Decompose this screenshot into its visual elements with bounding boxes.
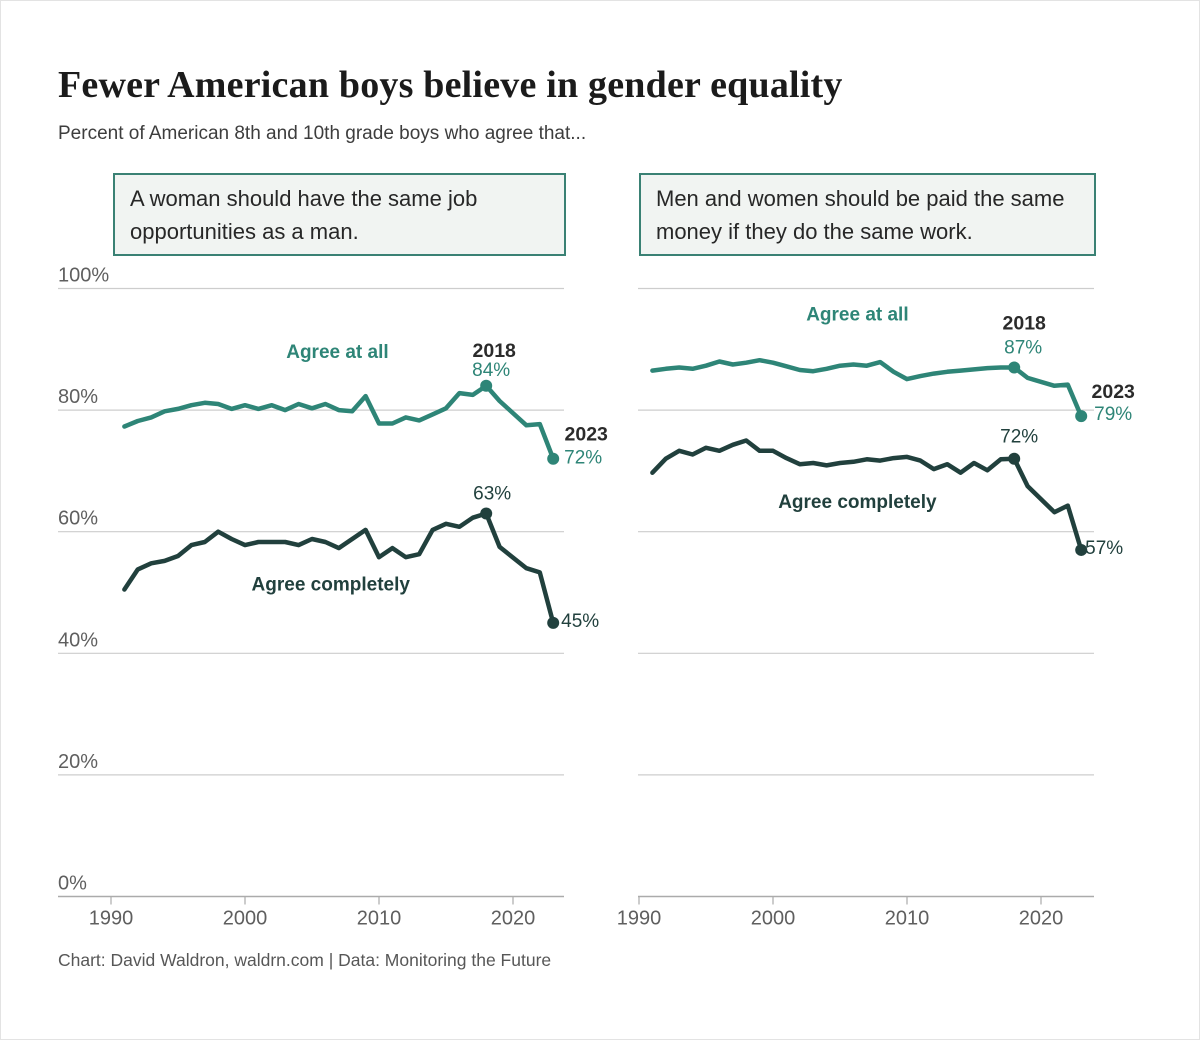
annotation-value-label: 84%: [472, 360, 510, 381]
annotation-value-label: 72%: [564, 448, 602, 469]
x-tick-label: 2000: [223, 908, 268, 930]
series-line-agree-completely: [650, 438, 1084, 553]
annotation-year-label: 2023: [565, 424, 609, 446]
annotation-year-label: 2023: [1092, 381, 1136, 403]
page-subtitle: Percent of American 8th and 10th grade b…: [58, 123, 587, 144]
annotation-year-label: 2018: [1003, 313, 1047, 335]
x-tick-label: 2010: [357, 908, 402, 930]
x-tick-label: 2020: [1019, 908, 1064, 930]
annotation-value-label: 57%: [1085, 538, 1123, 559]
series-label-agree-completely: Agree completely: [252, 575, 411, 596]
line-chart-job-opportunities: 0% 20% 40% 60% 80% 100% 1990 2000 2010 2020 Agree …: [58, 265, 609, 930]
y-tick-label: 20%: [58, 751, 98, 773]
y-tick-label: 40%: [58, 629, 98, 651]
x-tick-label: 1990: [617, 908, 662, 930]
data-point-marker: [1075, 410, 1088, 423]
line-chart-equal-pay: 1990 2000 2010 2020 Agree at all Agree comple…: [617, 287, 1136, 930]
annotation-value-label: 63%: [473, 483, 511, 504]
page-title: Fewer American boys believe in gender eq…: [58, 64, 843, 106]
statement-box-job-opportunities: A woman should have the same job opportu…: [113, 173, 566, 256]
annotation-value-label: 45%: [561, 611, 599, 632]
series-label-agree-at-all: Agree at all: [806, 305, 908, 326]
annotation-year-label: 2018: [473, 340, 517, 362]
series-line-agree-completely: [122, 511, 556, 626]
y-tick-label: 80%: [58, 386, 98, 408]
data-point-marker: [1075, 543, 1088, 556]
data-point-marker: [480, 379, 493, 392]
series-line-agree-at-all: [650, 357, 1084, 419]
annotation-value-label: 79%: [1094, 404, 1132, 425]
series-line-agree-at-all: [122, 383, 556, 461]
x-tick-label: 2020: [491, 908, 536, 930]
x-tick-label: 2010: [885, 908, 930, 930]
annotation-value-label: 87%: [1004, 338, 1042, 359]
data-point-marker: [1008, 452, 1021, 465]
x-tick-label: 1990: [89, 908, 134, 930]
chart-credit: Chart: David Waldron, waldrn.com | Data:…: [58, 950, 552, 970]
statement-text-job-opportunities: A woman should have the same job opportu…: [130, 186, 478, 244]
data-point-marker: [1008, 361, 1021, 374]
y-tick-label: 100%: [58, 265, 109, 287]
y-tick-label: 0%: [58, 873, 87, 895]
y-tick-label: 60%: [58, 508, 98, 530]
data-point-marker: [480, 507, 493, 520]
annotation-value-label: 72%: [1000, 427, 1038, 448]
x-tick-label: 2000: [751, 908, 796, 930]
series-label-agree-completely: Agree completely: [778, 492, 937, 513]
series-label-agree-at-all: Agree at all: [286, 342, 388, 363]
statement-box-equal-pay: Men and women should be paid the same mo…: [639, 173, 1096, 256]
data-point-marker: [547, 616, 560, 629]
data-point-marker: [547, 452, 560, 465]
statement-text-equal-pay: Men and women should be paid the same mo…: [656, 186, 1065, 244]
